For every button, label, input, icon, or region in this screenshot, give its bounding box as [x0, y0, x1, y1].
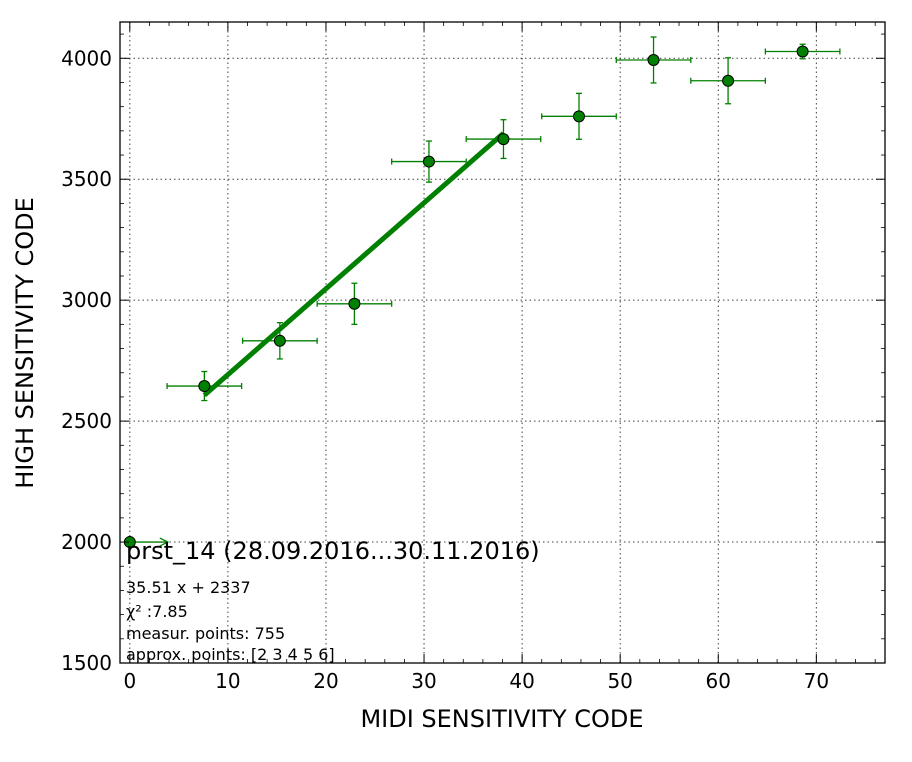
x-tick-label: 70 — [804, 669, 829, 693]
x-axis-title: MIDI SENSITIVITY CODE — [360, 705, 643, 733]
grid — [120, 22, 885, 663]
annotation-equation: 35.51 x + 2337 — [126, 578, 251, 597]
data-point — [198, 380, 211, 393]
y-tick-label: 2000 — [61, 530, 112, 554]
x-tick-label: 40 — [509, 669, 534, 693]
y-tick-label: 3000 — [61, 288, 112, 312]
annotation-title: prst_14 (28.09.2016...30.11.2016) — [126, 537, 540, 565]
x-axis-ticks: 0 10 20 30 40 50 60 70 — [123, 22, 829, 693]
data-point — [796, 45, 809, 58]
y-tick-label: 1500 — [61, 651, 112, 675]
x-tick-label: 60 — [706, 669, 731, 693]
data-point — [273, 334, 286, 347]
y-axis-ticks: 1500 2000 2500 3000 3500 4000 — [61, 46, 885, 675]
data-point — [497, 133, 510, 146]
fit-line — [202, 131, 506, 398]
x-tick-label: 0 — [123, 669, 136, 693]
data-point — [647, 53, 660, 66]
x-tick-label: 10 — [215, 669, 240, 693]
data-point — [348, 297, 361, 310]
minor-ticks — [120, 22, 885, 663]
y-tick-label: 4000 — [61, 46, 112, 70]
annotation-measur-points: measur. points: 755 — [126, 624, 285, 643]
x-tick-label: 30 — [411, 669, 436, 693]
plot-background — [120, 22, 885, 663]
data-point — [422, 155, 435, 168]
y-tick-label: 2500 — [61, 409, 112, 433]
fit-line-group — [202, 131, 506, 398]
x-tick-label: 20 — [313, 669, 338, 693]
legend-annotation: prst_14 (28.09.2016...30.11.2016) 35.51 … — [126, 537, 540, 664]
annotation-chi2: χ² :7.85 — [126, 602, 188, 621]
annotation-approx-points: approx. points: [2 3 4 5 6] — [126, 645, 335, 664]
y-tick-label: 3500 — [61, 167, 112, 191]
y-axis-title: HIGH SENSITIVITY CODE — [11, 197, 39, 489]
data-points — [123, 45, 809, 549]
legend-arrow-head — [159, 537, 170, 547]
x-tick-label: 50 — [607, 669, 632, 693]
data-point — [722, 74, 735, 87]
data-point — [573, 110, 585, 123]
plot-frame — [119, 21, 886, 664]
